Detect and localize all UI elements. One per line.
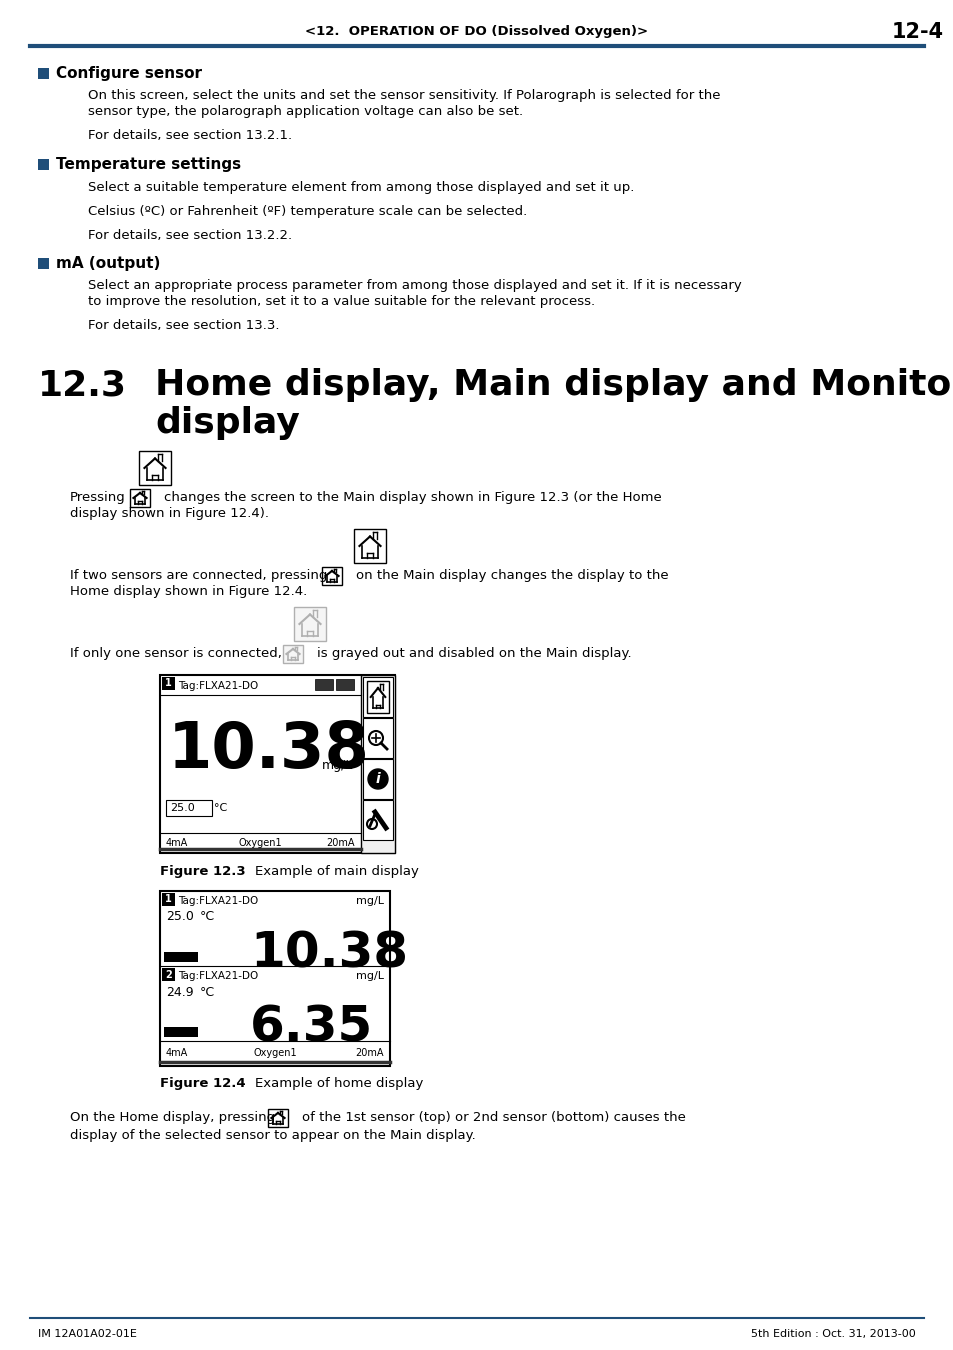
Bar <box>294 608 326 641</box>
Text: On this screen, select the units and set the sensor sensitivity. If Polarograph : On this screen, select the units and set… <box>88 89 720 103</box>
Text: 2: 2 <box>165 969 172 980</box>
Text: <12.  OPERATION OF DO (Dissolved Oxygen)>: <12. OPERATION OF DO (Dissolved Oxygen)> <box>305 26 648 39</box>
Text: display of the selected sensor to appear on the Main display.: display of the selected sensor to appear… <box>70 1129 476 1142</box>
Text: IM 12A01A02-01E: IM 12A01A02-01E <box>38 1328 136 1339</box>
Bar <box>162 968 174 981</box>
Text: 12-4: 12-4 <box>891 22 943 42</box>
Bar <box>322 567 341 585</box>
Bar <box>38 258 49 269</box>
Bar <box>354 529 386 563</box>
Bar <box>360 675 395 853</box>
Bar <box>130 489 150 508</box>
Text: °C: °C <box>213 803 227 813</box>
Bar <box>367 680 389 713</box>
Text: Tag:FLXA21-DO: Tag:FLXA21-DO <box>178 896 258 906</box>
Text: of the 1st sensor (top) or 2nd sensor (bottom) causes the: of the 1st sensor (top) or 2nd sensor (b… <box>302 1111 685 1125</box>
Text: 24.9: 24.9 <box>166 986 193 999</box>
Text: Oxygen1: Oxygen1 <box>253 1048 296 1058</box>
Bar <box>38 159 49 170</box>
Bar <box>162 676 174 690</box>
Text: For details, see section 13.3.: For details, see section 13.3. <box>88 320 279 332</box>
Text: Figure 12.4: Figure 12.4 <box>160 1077 245 1091</box>
Text: For details, see section 13.2.2.: For details, see section 13.2.2. <box>88 228 292 242</box>
Text: Tag:FLXA21-DO: Tag:FLXA21-DO <box>178 680 258 691</box>
Text: mg/L: mg/L <box>355 896 384 906</box>
Text: Celsius (ºC) or Fahrenheit (ºF) temperature scale can be selected.: Celsius (ºC) or Fahrenheit (ºF) temperat… <box>88 204 527 217</box>
Text: 20mA: 20mA <box>355 1048 384 1058</box>
Bar <box>268 1108 288 1127</box>
Text: Select an appropriate process parameter from among those displayed and set it. I: Select an appropriate process parameter … <box>88 279 741 293</box>
Text: Select a suitable temperature element from among those displayed and set it up.: Select a suitable temperature element fr… <box>88 181 634 193</box>
Text: 1: 1 <box>165 679 172 688</box>
Bar <box>166 801 212 815</box>
Text: display shown in Figure 12.4).: display shown in Figure 12.4). <box>70 508 269 521</box>
Text: For details, see section 13.2.1.: For details, see section 13.2.1. <box>88 130 292 143</box>
Circle shape <box>368 769 388 788</box>
Bar <box>363 718 393 757</box>
Text: 1: 1 <box>165 895 172 905</box>
Bar <box>314 679 333 690</box>
Text: Example of home display: Example of home display <box>254 1077 423 1091</box>
Text: is grayed out and disabled on the Main display.: is grayed out and disabled on the Main d… <box>316 648 631 660</box>
Bar <box>192 952 198 963</box>
Text: i: i <box>375 772 380 786</box>
Text: 20mA: 20mA <box>326 838 355 848</box>
Bar <box>363 801 393 840</box>
Bar <box>283 645 303 663</box>
Bar <box>164 1027 192 1037</box>
Text: Home display, Main display and Monitor: Home display, Main display and Monitor <box>154 369 953 402</box>
Text: Tag:FLXA21-DO: Tag:FLXA21-DO <box>178 971 258 981</box>
Bar <box>335 679 354 690</box>
Text: Oxygen1: Oxygen1 <box>238 838 282 848</box>
Bar <box>363 759 393 799</box>
Text: 10.38: 10.38 <box>250 929 408 977</box>
Text: Temperature settings: Temperature settings <box>56 157 241 171</box>
Bar <box>192 1027 198 1037</box>
Text: °C: °C <box>200 986 214 999</box>
Text: mg/L: mg/L <box>355 971 384 981</box>
Text: 25.0: 25.0 <box>166 910 193 923</box>
Text: changes the screen to the Main display shown in Figure 12.3 (or the Home: changes the screen to the Main display s… <box>164 491 661 505</box>
Text: °C: °C <box>200 910 214 923</box>
Bar <box>139 451 171 485</box>
Bar <box>164 952 192 963</box>
Text: mA (output): mA (output) <box>56 256 160 271</box>
Bar <box>160 891 390 1066</box>
Text: Home display shown in Figure 12.4.: Home display shown in Figure 12.4. <box>70 586 307 598</box>
Text: on the Main display changes the display to the: on the Main display changes the display … <box>355 570 668 582</box>
Text: 5th Edition : Oct. 31, 2013-00: 5th Edition : Oct. 31, 2013-00 <box>750 1328 915 1339</box>
Text: Example of main display: Example of main display <box>254 864 418 878</box>
Text: Pressing: Pressing <box>70 491 126 505</box>
Bar <box>160 675 395 853</box>
Text: 10.38: 10.38 <box>168 720 370 782</box>
Text: If only one sensor is connected,: If only one sensor is connected, <box>70 648 281 660</box>
Text: 4mA: 4mA <box>166 838 188 848</box>
Text: 6.35: 6.35 <box>250 1004 373 1052</box>
Bar <box>363 676 393 717</box>
Text: to improve the resolution, set it to a value suitable for the relevant process.: to improve the resolution, set it to a v… <box>88 296 595 309</box>
Text: Figure 12.3: Figure 12.3 <box>160 864 245 878</box>
Bar <box>162 892 174 906</box>
Text: display: display <box>154 406 299 440</box>
Text: Configure sensor: Configure sensor <box>56 66 202 81</box>
Text: 4mA: 4mA <box>166 1048 188 1058</box>
Text: 12.3: 12.3 <box>38 369 127 402</box>
Text: sensor type, the polarograph application voltage can also be set.: sensor type, the polarograph application… <box>88 105 522 119</box>
Text: On the Home display, pressing: On the Home display, pressing <box>70 1111 274 1125</box>
Text: 25.0: 25.0 <box>170 803 194 813</box>
Text: mg/L: mg/L <box>321 759 353 771</box>
Bar <box>38 68 49 80</box>
Text: If two sensors are connected, pressing: If two sensors are connected, pressing <box>70 570 327 582</box>
